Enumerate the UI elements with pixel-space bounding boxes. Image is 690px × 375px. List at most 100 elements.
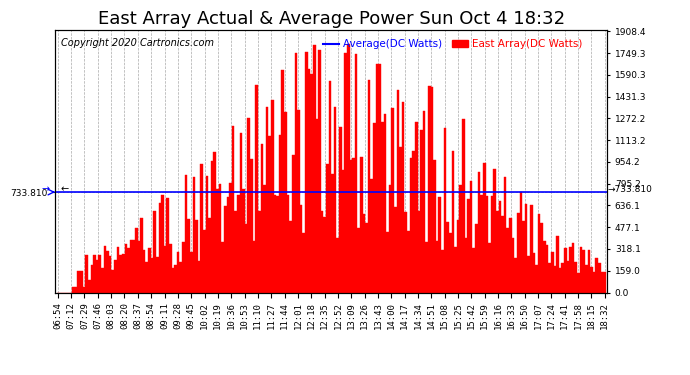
Bar (159, 203, 161, 292)
Bar (355, 54, 357, 292)
Bar (195, 220, 198, 292)
Bar (425, 242, 428, 292)
Bar (373, 123, 375, 292)
Bar (431, 87, 433, 292)
Text: Copyright 2020 Cartronics.com: Copyright 2020 Cartronics.com (61, 38, 214, 48)
Bar (86, 255, 88, 292)
Bar (483, 163, 486, 292)
Bar (161, 195, 164, 292)
Bar (99, 255, 101, 292)
Bar (156, 257, 159, 292)
Bar (284, 112, 287, 292)
Bar (530, 204, 533, 292)
Bar (504, 177, 506, 292)
Bar (391, 108, 394, 292)
Bar (101, 268, 104, 292)
Bar (386, 232, 388, 292)
Bar (580, 248, 582, 292)
Bar (488, 243, 491, 292)
Bar (420, 130, 423, 292)
Bar (423, 111, 425, 292)
Bar (143, 250, 146, 292)
Bar (381, 122, 384, 292)
Bar (75, 286, 77, 292)
Bar (266, 108, 268, 292)
Bar (224, 206, 226, 292)
Bar (499, 201, 501, 292)
Bar (438, 197, 441, 292)
Bar (88, 280, 90, 292)
Bar (520, 192, 522, 292)
Bar (169, 244, 172, 292)
Bar (279, 135, 282, 292)
Bar (344, 53, 347, 292)
Bar (175, 265, 177, 292)
Bar (331, 174, 334, 292)
Bar (172, 268, 175, 292)
Bar (384, 114, 386, 292)
Bar (585, 265, 588, 292)
Bar (130, 240, 132, 292)
Bar (127, 248, 130, 292)
Bar (477, 172, 480, 292)
Title: East Array Actual & Average Power Sun Oct 4 18:32: East Array Actual & Average Power Sun Oc… (98, 10, 564, 28)
Bar (193, 177, 195, 292)
Bar (232, 126, 235, 292)
Bar (135, 228, 137, 292)
Bar (464, 238, 467, 292)
Bar (566, 261, 569, 292)
Bar (527, 256, 530, 292)
Bar (601, 272, 603, 292)
Bar (198, 261, 200, 292)
Bar (553, 266, 556, 292)
Bar (362, 214, 365, 292)
Bar (371, 179, 373, 292)
Bar (146, 262, 148, 292)
Bar (559, 268, 562, 292)
Bar (122, 254, 124, 292)
Bar (449, 233, 451, 292)
Legend: Average(DC Watts), East Array(DC Watts): Average(DC Watts), East Array(DC Watts) (319, 35, 586, 54)
Bar (250, 159, 253, 292)
Bar (467, 199, 470, 292)
Bar (512, 238, 514, 292)
Bar (417, 211, 420, 292)
Bar (549, 263, 551, 292)
Bar (308, 69, 310, 292)
Bar (493, 169, 496, 292)
Bar (313, 45, 315, 292)
Bar (106, 251, 109, 292)
Bar (595, 258, 598, 292)
Bar (509, 218, 512, 292)
Bar (436, 241, 438, 292)
Bar (543, 242, 546, 292)
Bar (357, 228, 360, 292)
Bar (352, 158, 355, 292)
Bar (255, 86, 258, 292)
Bar (310, 74, 313, 292)
Bar (410, 158, 413, 292)
Bar (117, 247, 119, 292)
Bar (460, 185, 462, 292)
Bar (457, 219, 460, 292)
Bar (451, 151, 454, 292)
Bar (540, 223, 543, 292)
Bar (206, 177, 208, 292)
Bar (292, 155, 295, 292)
Bar (522, 221, 525, 292)
Bar (187, 219, 190, 292)
Bar (415, 122, 417, 292)
Bar (150, 258, 153, 292)
Bar (226, 197, 229, 292)
Text: ←: ← (61, 184, 69, 194)
Bar (328, 81, 331, 292)
Bar (213, 152, 216, 292)
Bar (148, 248, 150, 292)
Bar (517, 213, 520, 292)
Bar (397, 90, 400, 292)
Bar (533, 254, 535, 292)
Bar (593, 272, 595, 292)
Bar (486, 196, 488, 292)
Bar (221, 242, 224, 292)
Bar (90, 265, 93, 292)
